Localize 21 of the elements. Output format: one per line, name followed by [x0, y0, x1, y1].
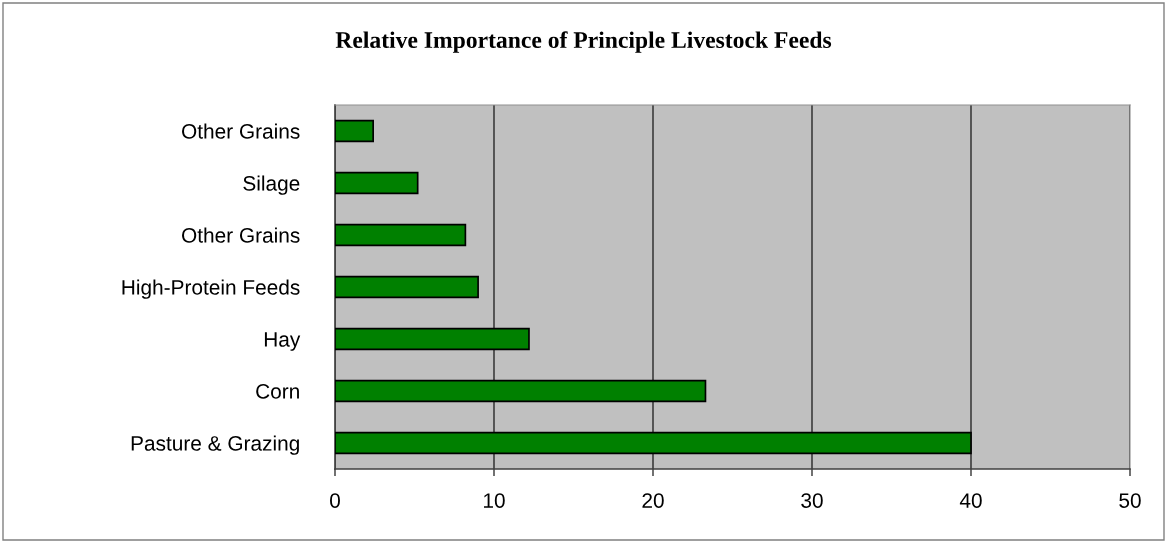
x-tick-label: 0 — [330, 493, 340, 508]
x-tick-label: 30 — [801, 493, 823, 508]
y-tick-label: High-Protein Feeds — [122, 279, 300, 299]
bar — [335, 431, 972, 455]
bar — [335, 327, 530, 351]
y-tick-label: Other Grains — [182, 123, 300, 139]
x-tick-label: 10 — [484, 493, 505, 508]
bar — [335, 379, 707, 403]
bar — [335, 223, 467, 247]
x-tick-label: 20 — [642, 493, 664, 508]
x-tick-label: 50 — [1119, 493, 1141, 508]
bar — [335, 119, 374, 143]
y-tick-label: Corn — [256, 384, 299, 399]
y-tick-label: Pasture & Grazing — [131, 435, 299, 455]
y-tick-label: Other Grains — [182, 227, 300, 243]
bar — [335, 275, 479, 299]
y-tick-label: Hay — [264, 332, 301, 351]
chart-title: Relative Importance of Principle Livestock Feeds — [335, 31, 832, 53]
bar — [335, 171, 419, 195]
x-tick-label: 40 — [959, 493, 982, 508]
y-tick-label: Silage — [243, 175, 300, 195]
